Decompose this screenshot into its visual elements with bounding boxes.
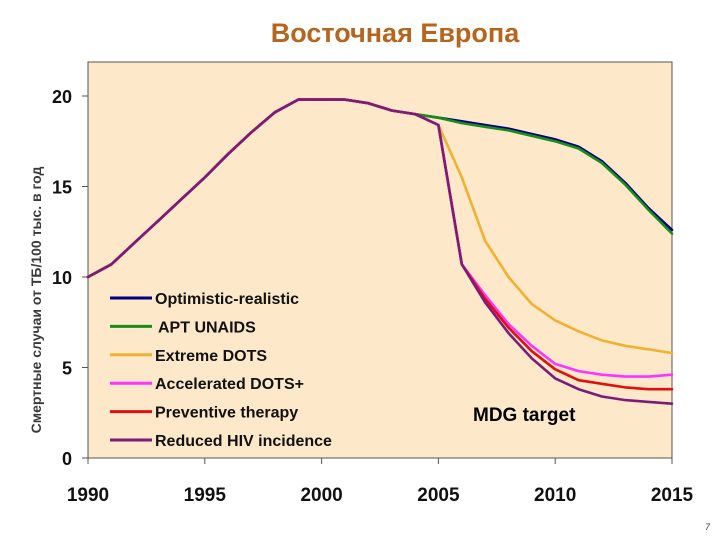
y-tick-label: 15 xyxy=(52,178,72,198)
legend-label-5: Reduced HIV incidence xyxy=(155,433,332,450)
series-line-5 xyxy=(86,98,674,406)
series-lines xyxy=(86,98,674,406)
legend-label-1: APT UNAIDS xyxy=(158,319,256,336)
x-tick-label: 2000 xyxy=(300,485,342,506)
legend-label-3: Accelerated DOTS+ xyxy=(155,376,304,393)
x-tick-label: 1990 xyxy=(67,485,109,506)
mdg-target-annotation: MDG target xyxy=(473,405,576,426)
y-tick-label: 5 xyxy=(62,359,72,379)
y-tick-label: 0 xyxy=(62,449,72,469)
y-tick-label: 10 xyxy=(52,268,72,288)
legend-label-4: Preventive therapy xyxy=(155,405,298,422)
legend: Optimistic-realistic APT UNAIDS Extreme DO… xyxy=(110,291,332,450)
legend-label-2: Extreme DOTS xyxy=(155,348,267,365)
legend-label-0: Optimistic-realistic xyxy=(155,291,299,308)
x-tick-label: 2010 xyxy=(534,485,576,506)
x-axis: 1990 1995 2000 2005 2010 2015 xyxy=(67,458,694,506)
x-tick-label: 2015 xyxy=(651,485,694,506)
x-tick-label: 2005 xyxy=(417,485,460,506)
page-number: 7 xyxy=(704,522,710,532)
y-axis: 0 5 10 15 20 xyxy=(52,87,88,469)
x-tick-label: 1995 xyxy=(184,485,227,506)
plot-area xyxy=(87,61,673,459)
chart-title: Восточная Европа xyxy=(270,18,520,48)
y-tick-label: 20 xyxy=(52,87,72,107)
